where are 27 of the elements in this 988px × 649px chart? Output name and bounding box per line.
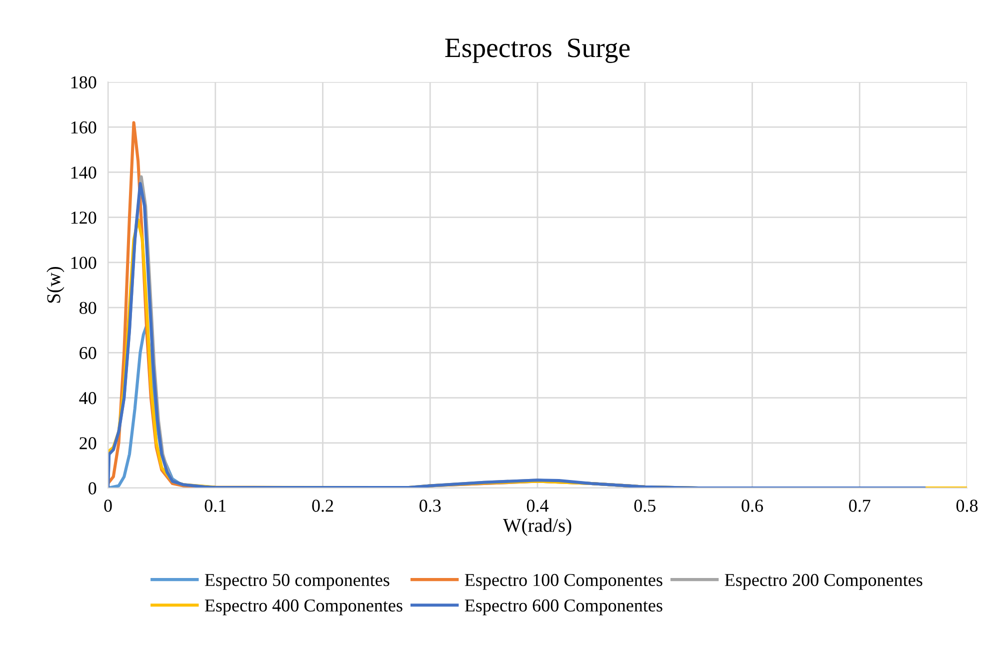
legend-label: Espectro 200 Componentes bbox=[724, 574, 922, 590]
chart-title: Espectros Surge bbox=[445, 38, 630, 63]
x-tick-label: 0.3 bbox=[420, 500, 441, 512]
y-tick-label: 0 bbox=[88, 482, 96, 494]
x-tick-label: 0.1 bbox=[204, 500, 226, 512]
x-tick-label: 0 bbox=[104, 500, 112, 512]
y-tick-label: 80 bbox=[80, 302, 96, 314]
y-tick-label: 60 bbox=[80, 346, 96, 360]
y-tick-label: 140 bbox=[71, 166, 96, 179]
y-tick-label: 180 bbox=[71, 76, 96, 88]
x-tick-label: 0.6 bbox=[742, 500, 763, 512]
legend-label: Espectro 400 Componentes bbox=[204, 599, 402, 616]
y-tick-label: 40 bbox=[79, 392, 96, 404]
y-tick-label: 100 bbox=[71, 256, 96, 269]
x-tick-label: 0.8 bbox=[956, 500, 978, 512]
y-axis-title: S(w) bbox=[46, 266, 64, 303]
legend-label: Espectro 50 componentes bbox=[204, 574, 390, 590]
x-tick-label: 0.7 bbox=[849, 500, 870, 512]
x-tick-label: 0.4 bbox=[526, 500, 549, 512]
x-tick-label: 0.2 bbox=[312, 500, 334, 512]
y-tick-label: 160 bbox=[71, 121, 96, 134]
x-axis-title: W(rad/s) bbox=[502, 518, 572, 536]
legend-label: Espectro 600 Componentes bbox=[464, 599, 662, 616]
x-tick-label: 0.5 bbox=[634, 500, 656, 512]
y-tick-label: 120 bbox=[71, 212, 96, 224]
y-tick-label: 20 bbox=[80, 437, 96, 450]
legend-label: Espectro 100 Componentes bbox=[464, 574, 662, 590]
